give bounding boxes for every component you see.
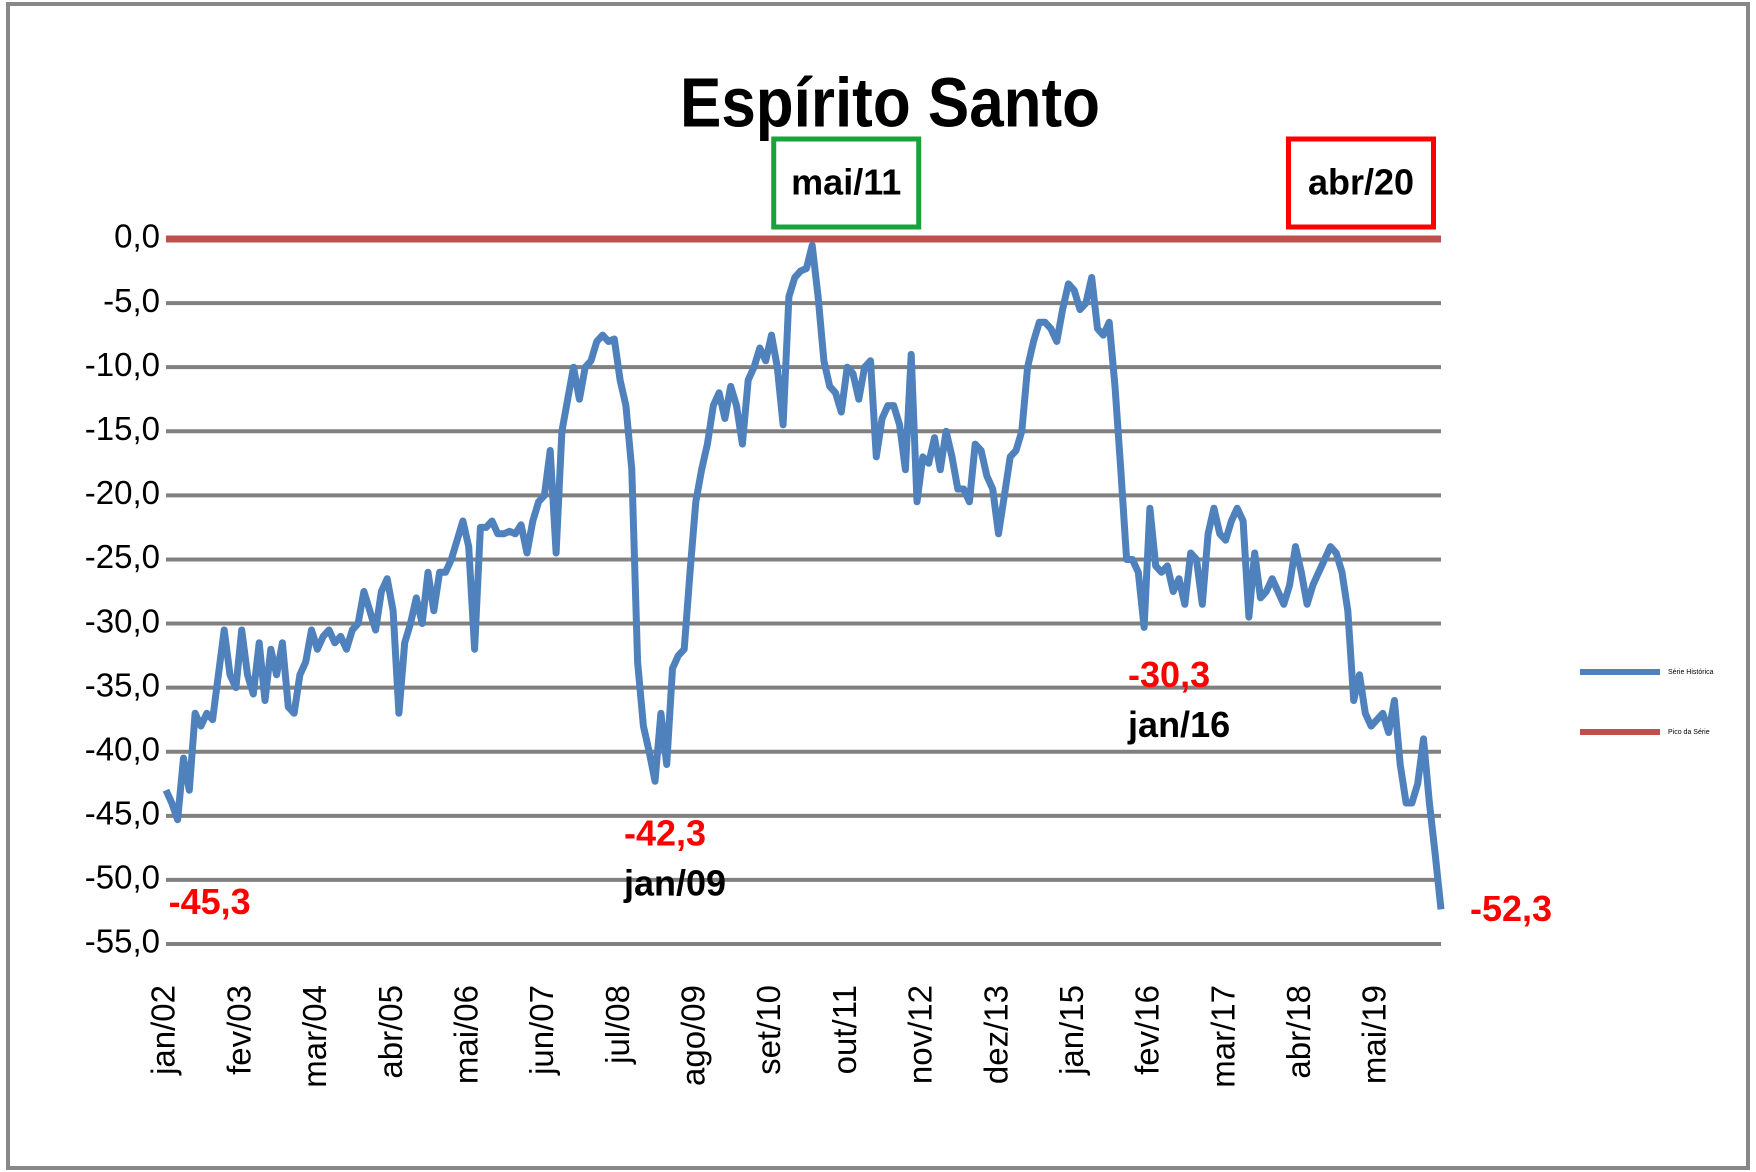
x-tick-label: out/11: [826, 985, 863, 1074]
y-tick-label: -35,0: [85, 666, 160, 703]
x-tick-label: dez/13: [977, 985, 1014, 1084]
label-box: [1286, 136, 1436, 230]
annotation-value: -42,3: [624, 813, 706, 854]
x-tick-label: nov/12: [902, 985, 939, 1084]
annotation-date: jan/09: [623, 863, 726, 904]
x-tick-label: fev/03: [220, 985, 257, 1075]
y-tick-label: -15,0: [85, 410, 160, 447]
x-tick-label: mai/06: [447, 985, 484, 1084]
x-tick-label: mai/19: [1356, 985, 1393, 1084]
chart-title: Espírito Santo: [680, 63, 1100, 141]
y-tick-label: -20,0: [85, 474, 160, 511]
box-label: abr/20: [1308, 162, 1414, 203]
x-tick-label: abr/18: [1280, 985, 1317, 1079]
x-tick-label: jun/07: [523, 985, 560, 1076]
legend-label: Série Histórica: [1668, 669, 1714, 676]
y-tick-label: -10,0: [85, 346, 160, 383]
series-line: [162, 241, 1445, 910]
x-tick-label: mar/04: [296, 985, 333, 1088]
x-tick-label: mar/17: [1204, 985, 1241, 1088]
annotation-value: -52,3: [1470, 888, 1552, 929]
x-tick-label: jan/15: [1053, 985, 1090, 1076]
y-tick-label: -5,0: [103, 282, 160, 319]
y-tick-label: -30,0: [85, 602, 160, 639]
box-label: mai/11: [791, 162, 901, 203]
legend-label: Pico da Série: [1668, 729, 1710, 736]
x-tick-label: set/10: [750, 985, 787, 1075]
annotation-date: jan/16: [1127, 704, 1230, 745]
label-box: [771, 136, 922, 230]
y-tick-label: -40,0: [85, 730, 160, 767]
x-tick-label: jan/02: [145, 985, 182, 1076]
annotation-value: -30,3: [1128, 654, 1210, 695]
y-tick-label: -25,0: [85, 538, 160, 575]
x-tick-label: abr/05: [372, 985, 409, 1079]
x-tick-label: ago/09: [675, 985, 712, 1086]
y-tick-label: -55,0: [85, 923, 160, 960]
y-tick-label: -45,0: [85, 795, 160, 832]
y-tick-label: -50,0: [85, 859, 160, 896]
x-tick-label: fev/16: [1129, 985, 1166, 1075]
y-tick-label: 0,0: [114, 218, 160, 255]
annotation-value: -45,3: [169, 881, 251, 922]
x-tick-label: jul/08: [599, 985, 636, 1065]
